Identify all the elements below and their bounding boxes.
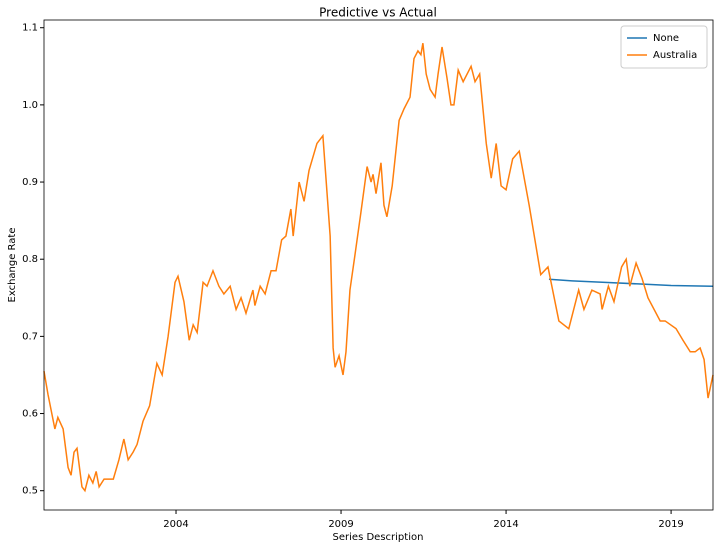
legend-label: None (653, 33, 679, 44)
y-tick-label: 1.0 (22, 100, 38, 111)
y-tick-label: 0.7 (22, 331, 38, 342)
y-tick-label: 0.9 (22, 177, 38, 188)
chart-title: Predictive vs Actual (319, 6, 437, 20)
x-tick-label: 2009 (328, 519, 353, 530)
y-axis-label: Exchange Rate (7, 228, 18, 303)
x-tick-label: 2019 (658, 519, 683, 530)
x-tick-label: 2014 (493, 519, 518, 530)
y-tick-label: 0.6 (22, 409, 38, 420)
plot-frame (43, 19, 714, 511)
y-tick-label: 0.5 (22, 486, 38, 497)
x-axis-label: Series Description (333, 532, 424, 543)
x-tick-label: 2004 (163, 519, 188, 530)
y-tick-label: 1.1 (22, 23, 38, 34)
legend-label: Australia (653, 50, 697, 61)
legend-box (620, 25, 708, 69)
series-line (548, 278, 714, 287)
series-line (43, 43, 714, 493)
y-tick-label: 0.8 (22, 254, 38, 265)
